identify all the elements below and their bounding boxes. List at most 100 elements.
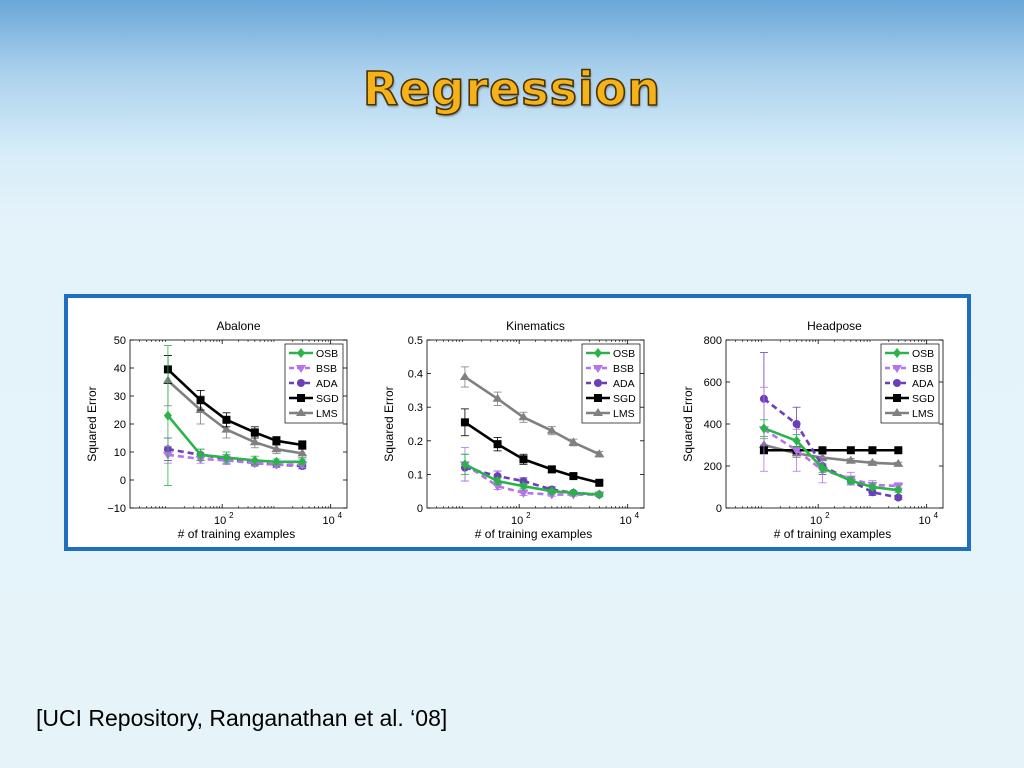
data-point (250, 428, 259, 437)
data-point (298, 441, 307, 449)
data-point (518, 489, 529, 498)
legend-marker (594, 394, 602, 402)
series-lms (459, 366, 605, 458)
legend-label: BSB (912, 363, 933, 375)
data-point (547, 465, 556, 474)
figure-frame: Abalone −10 0 10 20 30 40 50 10 2 10 4 # of training… (64, 294, 971, 551)
series-line (167, 368, 303, 447)
legend-marker (296, 365, 306, 373)
data-point (272, 456, 281, 467)
y-tick-label: 200 (704, 461, 722, 473)
legend-label: BSB (316, 363, 337, 375)
legend-marker (593, 365, 603, 373)
legend-marker (594, 379, 602, 387)
data-point (518, 412, 529, 421)
series-osb (759, 419, 903, 496)
legend-marker (593, 408, 603, 416)
series-line (167, 379, 303, 455)
data-point (868, 482, 877, 492)
data-point (759, 423, 768, 434)
series-line (167, 453, 303, 466)
x-tick-exponent: 2 (526, 511, 531, 520)
data-point (221, 424, 232, 433)
data-point (460, 459, 469, 470)
legend-marker (892, 365, 902, 373)
legend-label: OSB (316, 348, 338, 360)
x-axis-label: # of training examples (774, 527, 891, 541)
legend: OSB BSB ADA SGD LMS (284, 343, 344, 424)
data-point (222, 415, 231, 424)
x-tick-label: 10 (511, 515, 523, 527)
citation: [UCI Repository, Ranganathan et al. ‘08] (36, 705, 448, 731)
y-tick-label: 400 (704, 419, 722, 431)
legend-marker (893, 379, 901, 387)
data-point (894, 493, 903, 502)
data-point (519, 455, 528, 464)
y-tick-label: 30 (114, 391, 126, 403)
legend-marker (893, 394, 901, 402)
y-tick-label: 0 (417, 503, 423, 515)
legend-label: BSB (613, 363, 634, 375)
data-point (196, 449, 205, 460)
legend-label: LMS (912, 408, 934, 420)
data-point (459, 371, 470, 380)
data-point (460, 418, 469, 427)
legend-label: LMS (613, 408, 635, 420)
series-line (464, 421, 600, 485)
y-tick-label: 0.4 (408, 369, 423, 381)
series-line (763, 426, 899, 492)
y-tick-label: 0.1 (408, 469, 423, 481)
data-point (271, 444, 282, 453)
y-axis-label: Squared Error (85, 386, 99, 461)
chart-title: Kinematics (506, 319, 565, 333)
legend-label: ADA (912, 378, 934, 390)
legend-label: SGD (316, 393, 339, 405)
series-sgd (460, 408, 604, 487)
legend-marker (893, 348, 901, 358)
legend: OSB BSB ADA SGD LMS (880, 343, 940, 424)
data-point (569, 472, 578, 481)
data-point (791, 447, 802, 456)
y-tick-label: 50 (114, 335, 126, 347)
data-point (792, 420, 801, 428)
x-tick-exponent: 4 (934, 511, 939, 520)
series-line (763, 443, 899, 466)
series-lms (758, 438, 904, 467)
data-point (272, 436, 281, 445)
x-tick-label: 10 (214, 515, 226, 527)
series-sgd (163, 355, 307, 450)
x-tick-label: 10 (323, 515, 335, 527)
data-point (792, 435, 801, 446)
x-axis-label: # of training examples (178, 527, 295, 541)
legend-label: SGD (613, 393, 636, 405)
data-point (519, 481, 528, 492)
legend: OSB BSB ADA SGD LMS (581, 343, 641, 424)
series-line (763, 397, 899, 499)
x-tick-label: 10 (620, 515, 632, 527)
x-tick-label: 10 (810, 515, 822, 527)
series-line (763, 428, 899, 488)
legend-label: SGD (912, 393, 935, 405)
data-point (569, 487, 578, 498)
x-axis-label: # of training examples (475, 527, 592, 541)
data-point (893, 458, 904, 467)
series-line (464, 463, 600, 496)
data-point (894, 446, 903, 455)
data-point (196, 396, 205, 405)
y-tick-label: −10 (107, 503, 126, 515)
y-tick-label: 800 (704, 335, 722, 347)
y-axis-label: Squared Error (681, 386, 695, 461)
y-tick-label: 20 (114, 419, 126, 431)
data-point (222, 452, 231, 463)
y-tick-label: 0.2 (408, 436, 423, 448)
x-tick-exponent: 4 (635, 511, 640, 520)
x-tick-exponent: 4 (338, 511, 343, 520)
data-point (493, 476, 502, 487)
data-point (250, 455, 259, 466)
y-tick-label: 0 (716, 503, 722, 515)
data-point (595, 478, 604, 487)
data-point (845, 455, 856, 464)
